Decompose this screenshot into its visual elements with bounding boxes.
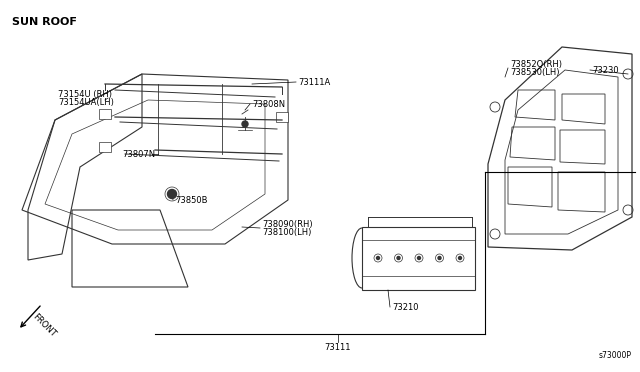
Text: 738090(RH): 738090(RH) <box>262 219 312 228</box>
Text: 738530(LH): 738530(LH) <box>510 67 559 77</box>
Text: FRONT: FRONT <box>31 312 58 339</box>
Text: 73154U (RH): 73154U (RH) <box>58 90 112 99</box>
Text: 73111: 73111 <box>324 343 351 352</box>
Circle shape <box>242 121 248 127</box>
Text: SUN ROOF: SUN ROOF <box>12 17 77 27</box>
Circle shape <box>417 257 420 260</box>
Text: 73852Q(RH): 73852Q(RH) <box>510 60 562 68</box>
Circle shape <box>168 189 177 199</box>
Text: 73808N: 73808N <box>252 99 285 109</box>
Text: 73154UA(LH): 73154UA(LH) <box>58 97 114 106</box>
Bar <box>99 109 111 119</box>
Circle shape <box>458 257 461 260</box>
Bar <box>276 112 288 122</box>
Text: s73000P: s73000P <box>599 351 632 360</box>
Text: 73210: 73210 <box>392 302 419 311</box>
Text: 73111A: 73111A <box>298 77 330 87</box>
Circle shape <box>397 257 400 260</box>
Circle shape <box>376 257 380 260</box>
Text: 73850B: 73850B <box>175 196 207 205</box>
Circle shape <box>438 257 441 260</box>
Text: 738100(LH): 738100(LH) <box>262 228 312 237</box>
Text: 73230: 73230 <box>592 65 619 74</box>
Text: 73807N: 73807N <box>122 150 155 158</box>
Bar <box>99 142 111 152</box>
